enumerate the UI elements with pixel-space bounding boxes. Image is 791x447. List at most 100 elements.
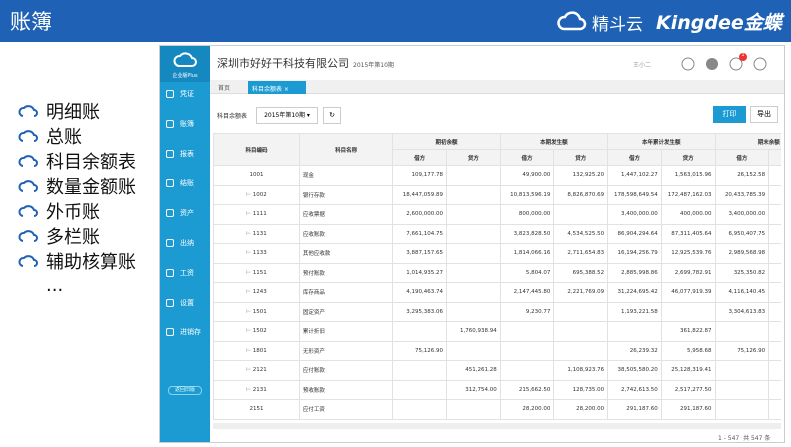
cell: 3,304,613.83 (714, 301, 770, 322)
nav-item[interactable]: 出纳 (160, 233, 210, 253)
tab-active[interactable]: 科目余额表 × (248, 81, 306, 94)
cell: 预付账款 (298, 262, 394, 283)
cell (553, 340, 609, 361)
back-button[interactable]: 返回旧版 (168, 386, 202, 395)
cell: 应付工资 (298, 399, 394, 420)
period-select[interactable]: 2015年第10期 ▾ (256, 107, 318, 124)
cell: 75,126.90 (392, 340, 448, 361)
cell (660, 301, 716, 322)
cell: 9,230.77 (499, 301, 555, 322)
cell: 2,517,277.50 (660, 379, 716, 400)
nav-label: 账簿 (180, 119, 194, 128)
cell: 1111 (213, 204, 300, 225)
cell (768, 262, 781, 283)
cell: 1,014,935.27 (392, 262, 448, 283)
cell (714, 360, 770, 381)
cell: 2,989,568.98 (714, 243, 770, 264)
cell: 325,350.82 (714, 262, 770, 283)
cell: 87,311,405.64 (660, 223, 716, 244)
list-text: 总账 (46, 126, 82, 148)
cell: 1002 (213, 184, 300, 205)
cell: 2,147,445.80 (499, 282, 555, 303)
cloud-icon (18, 229, 38, 242)
sub-header: 贷方 (768, 149, 781, 166)
nav-item[interactable]: 资产 (160, 203, 210, 223)
nav-item[interactable]: 结账 (160, 173, 210, 193)
tab-bar (210, 80, 784, 94)
cell: 451,261.28 (446, 360, 501, 381)
cell: 固定资产 (298, 301, 394, 322)
cell: 361,822.87 (660, 321, 716, 342)
sub-header: 贷方 (553, 149, 609, 166)
list-item: ... (18, 273, 136, 298)
nav-item[interactable]: 工资 (160, 263, 210, 283)
cell: 1501 (213, 301, 300, 322)
cell: 1,108,923.76 (553, 360, 609, 381)
cell: 5,958.68 (660, 340, 716, 361)
export-button[interactable]: 导出 (750, 106, 778, 123)
cell: 4,116,140.45 (714, 282, 770, 303)
print-button[interactable]: 打印 (713, 106, 746, 123)
nav-label: 凭证 (180, 90, 194, 98)
select-text: 2015年第10期 (264, 112, 305, 119)
nav-label: 报表 (180, 149, 194, 158)
cell: 3,295,383.06 (392, 301, 448, 322)
app-screenshot: 企业版Plus 返回旧版 凭证 账簿 报表 结账 资产 出纳 工资 设置 进销存 深圳市好好干科… (159, 45, 785, 443)
list-text: 外币账 (46, 201, 100, 223)
nav-item[interactable]: 进销存 (160, 322, 210, 342)
table-row: 1151预付账款1,014,935.275,804.07695,388.522,… (213, 262, 781, 283)
refresh[interactable]: ↻ (323, 107, 341, 124)
sidebar: 企业版Plus 返回旧版 凭证 账簿 报表 结账 资产 出纳 工资 设置 进销存 (160, 46, 210, 442)
cell: 2,600,000.00 (392, 204, 448, 225)
cell: 38,505,580.20 (607, 360, 662, 381)
sub-header: 借方 (392, 149, 448, 166)
cell (768, 340, 781, 361)
tab[interactable]: 首页 (218, 85, 231, 92)
nav-label: 设置 (180, 298, 194, 307)
cell: 16,194,256.79 (607, 243, 662, 264)
cell: 312,754.00 (446, 379, 501, 400)
cell (553, 204, 609, 225)
cell (768, 184, 781, 205)
cell: 2,699,782.91 (660, 262, 716, 283)
cell: 400,000.00 (660, 204, 716, 225)
company: 深圳市好好干科技有限公司 (217, 57, 349, 70)
nav-item[interactable]: 凭证 (160, 84, 210, 104)
user: 王小二 (633, 62, 652, 69)
group-header: 本年累计发生额 (607, 133, 716, 150)
nav-item[interactable]: 报表 (160, 144, 210, 164)
logo-text: Kingdee金蝶 (656, 12, 782, 34)
main: 深圳市好好干科技有限公司 2015年第10期 王小二 1 首页 科目余额表 × … (210, 46, 784, 442)
cell (768, 165, 781, 186)
cell: 银行存款 (298, 184, 394, 205)
nav-item[interactable]: 账簿 (160, 114, 210, 134)
cell: 8,826,870.69 (553, 184, 609, 205)
nav-item[interactable]: 设置 (160, 293, 210, 313)
toolbar-label: 科目余额表 (217, 113, 248, 120)
nav-label: 进销存 (180, 328, 201, 337)
cell: 49,900.00 (499, 165, 555, 186)
cell: 2,711,654.83 (553, 243, 609, 264)
cell: 3,887,157.65 (392, 243, 448, 264)
cell: 18,447,059.89 (392, 184, 448, 205)
cell: 1,193,221.58 (607, 301, 662, 322)
cell: 1,563,015.96 (660, 165, 716, 186)
cell (446, 223, 501, 244)
cloud-icon (18, 104, 38, 117)
cell: 109,177.78 (392, 165, 448, 186)
cell: 31,224,695.42 (607, 282, 662, 303)
table-row: 2151 应付工资 28,200.00 28,200.00 291,187.60 291,… (213, 399, 781, 420)
cell (446, 262, 501, 283)
cell: 1243 (213, 282, 300, 303)
top-icons (681, 53, 767, 71)
pagination: 1 - 547 共 547 条 (718, 435, 771, 442)
cloud-icon (18, 254, 38, 267)
cell (553, 321, 609, 342)
nav-label: 工资 (180, 268, 194, 277)
cloud-icon (18, 154, 38, 167)
cell (607, 321, 662, 342)
